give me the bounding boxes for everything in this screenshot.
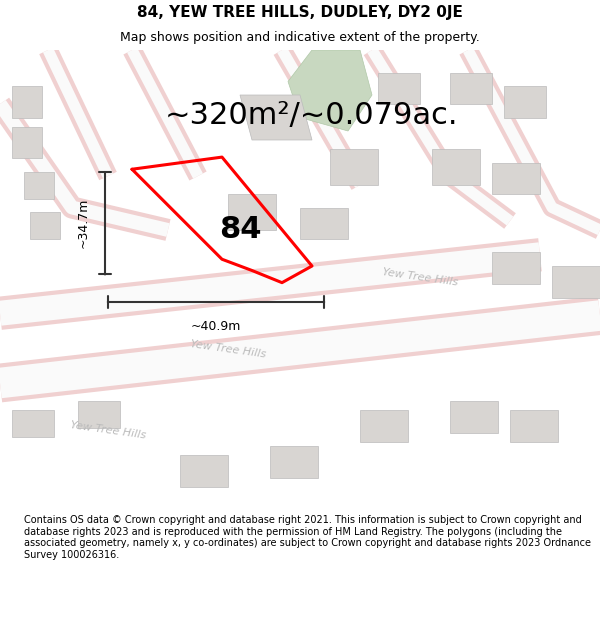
Polygon shape — [300, 208, 348, 239]
Polygon shape — [360, 410, 408, 441]
Text: Yew Tree Hills: Yew Tree Hills — [190, 339, 266, 359]
Polygon shape — [510, 410, 558, 441]
Text: ~34.7m: ~34.7m — [77, 198, 90, 248]
Polygon shape — [12, 126, 42, 158]
Text: 84, YEW TREE HILLS, DUDLEY, DY2 0JE: 84, YEW TREE HILLS, DUDLEY, DY2 0JE — [137, 5, 463, 20]
Polygon shape — [450, 72, 492, 104]
Polygon shape — [378, 72, 420, 104]
Polygon shape — [240, 95, 312, 140]
Polygon shape — [330, 149, 378, 185]
Polygon shape — [504, 86, 546, 118]
Polygon shape — [552, 266, 600, 298]
Polygon shape — [12, 410, 54, 437]
Text: Yew Tree Hills: Yew Tree Hills — [382, 267, 458, 288]
Polygon shape — [78, 401, 120, 428]
Text: ~320m²/~0.079ac.: ~320m²/~0.079ac. — [165, 101, 459, 130]
Polygon shape — [228, 194, 276, 230]
Polygon shape — [492, 162, 540, 194]
Polygon shape — [30, 212, 60, 239]
Polygon shape — [12, 86, 42, 118]
Text: Contains OS data © Crown copyright and database right 2021. This information is : Contains OS data © Crown copyright and d… — [24, 515, 591, 560]
Text: Yew Tree Hills: Yew Tree Hills — [70, 420, 146, 441]
Polygon shape — [180, 455, 228, 486]
Text: ~40.9m: ~40.9m — [191, 320, 241, 333]
Text: Map shows position and indicative extent of the property.: Map shows position and indicative extent… — [120, 31, 480, 44]
Polygon shape — [432, 149, 480, 185]
Text: 84: 84 — [219, 216, 261, 244]
Polygon shape — [492, 253, 540, 284]
Polygon shape — [270, 446, 318, 478]
Polygon shape — [450, 401, 498, 432]
Polygon shape — [288, 50, 372, 131]
Polygon shape — [24, 171, 54, 199]
